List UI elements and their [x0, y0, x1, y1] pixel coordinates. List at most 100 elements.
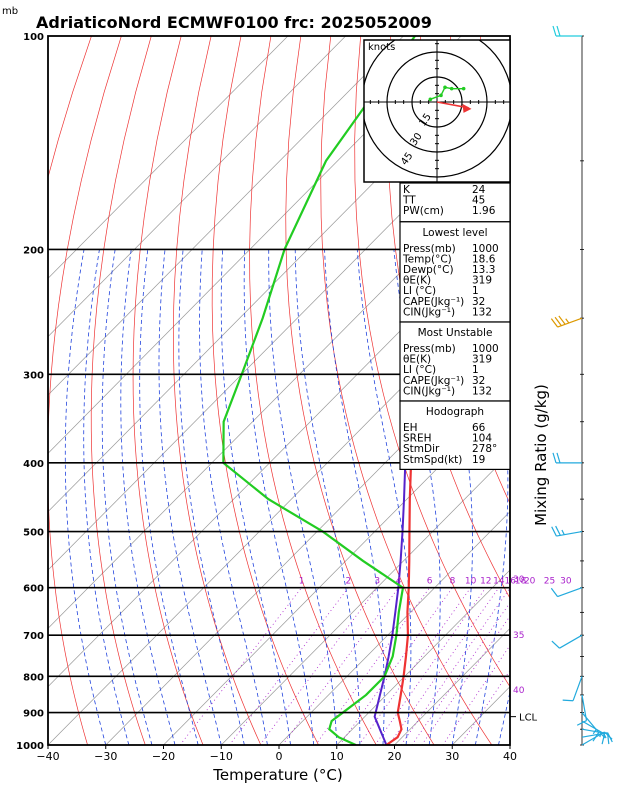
mixing-ratio-label: 16	[505, 577, 517, 587]
index-basic-label: K	[403, 184, 411, 196]
wind-barb-flag	[550, 318, 559, 328]
lowest-level-row-value: 13.3	[472, 264, 495, 276]
moist-adiabat-line	[268, 249, 338, 745]
storm-motion-arrowhead	[462, 103, 472, 113]
lowest-level-row-value: 132	[472, 306, 492, 318]
moist-adiabat-line	[434, 249, 473, 745]
temperature-tick-label: −20	[152, 750, 175, 763]
lowest-level-row-value: 32	[472, 296, 485, 308]
wind-barb-half-flag	[603, 733, 607, 739]
pressure-tick-label: 100	[23, 32, 44, 43]
most-unstable-row-label: Press(mb)	[403, 343, 456, 355]
most-unstable-header: Most Unstable	[418, 327, 493, 339]
isotherm-line	[48, 161, 510, 629]
wind-barb-flag	[562, 699, 574, 702]
wind-barb-staff	[581, 720, 605, 735]
wind-barb-flag	[551, 640, 560, 649]
mixing-ratio-label: 12	[480, 577, 491, 587]
mixing-ratio-label: 18	[515, 577, 527, 587]
moist-adiabat-line	[474, 249, 509, 745]
wind-barb-half-flag	[561, 529, 565, 535]
dry-adiabat-line	[48, 36, 92, 179]
isotherm-line	[509, 744, 510, 745]
hodograph-box-row-value: 66	[472, 422, 486, 434]
hodograph-ring	[386, 51, 488, 153]
indices-box-hodograph-box	[399, 400, 511, 471]
moist-adiabat-line	[120, 249, 176, 745]
most-unstable-row-value: 32	[472, 375, 485, 387]
mixing-ratio-line	[179, 587, 302, 745]
wind-barb-flag	[576, 720, 587, 726]
isotherm-line	[278, 511, 510, 745]
hodograph-ring	[411, 76, 463, 128]
pressure-unit-label: mb	[2, 6, 18, 17]
dry-adiabat-line	[48, 36, 122, 745]
mixing-ratio-label: 1	[299, 577, 305, 587]
mixing-ratio-line	[388, 587, 500, 745]
dry-adiabat-line	[249, 36, 377, 745]
wind-barb-staff	[557, 587, 583, 598]
wind-barb-staff	[581, 731, 605, 746]
index-basic-label: PW(cm)	[403, 205, 444, 217]
most-unstable-row-label: CIN(Jkg⁻¹)	[403, 385, 455, 397]
temperature-tick-label: 20	[388, 750, 402, 763]
index-basic-value: 45	[472, 195, 485, 207]
mixing-ratio-label: 25	[544, 577, 555, 587]
isotherm-line	[163, 394, 510, 745]
moist-adiabat-line	[294, 249, 361, 745]
index-basic-label: TT	[402, 195, 416, 207]
mixing-ratio-line	[229, 587, 349, 745]
hodograph-point	[443, 85, 447, 90]
moist-adiabat-line	[139, 249, 199, 745]
hodograph-box-row-label: StmSpd(kt)	[403, 454, 462, 466]
wind-barb-flag	[556, 25, 561, 37]
wind-barb-staff	[581, 732, 608, 738]
most-unstable-row-value: 1	[472, 364, 479, 376]
pressure-tick-label: 200	[23, 245, 44, 256]
moist-adiabat-line	[498, 689, 510, 745]
lowest-level-row-label: Dewp(°C)	[403, 264, 454, 276]
moist-adiabat-line	[101, 249, 153, 745]
hodograph-point	[439, 93, 443, 98]
wind-barb-half-flag	[600, 733, 606, 739]
lowest-level-row-value: 319	[472, 275, 492, 287]
lowest-level-row-label: θE(K)	[403, 275, 431, 287]
pressure-tick-label: 500	[23, 528, 44, 539]
lowest-level-row-label: Temp(°C)	[402, 253, 452, 265]
wind-barb-flag	[555, 525, 561, 536]
index-basic-value: 24	[472, 184, 486, 196]
lowest-level-row-label: CIN(Jkg⁻¹)	[403, 306, 455, 318]
dry-adiabat-line	[509, 36, 510, 38]
mixing-ratio-label: 8	[450, 577, 456, 587]
mixing-ratio-side-label: 30	[513, 575, 525, 585]
indices-table: K 24 TT 45 PW(cm) 1.96 Lowest level Press(mb) 10…	[399, 182, 511, 471]
wind-barb-flag	[604, 731, 613, 740]
moist-adiabat-line	[178, 249, 245, 745]
temperature-tick-label: 10	[330, 750, 344, 763]
isotherm-line	[336, 569, 510, 745]
dry-adiabat-line	[285, 36, 435, 745]
temperature-tick-label: −30	[94, 750, 117, 763]
mixing-ratio-label: 6	[427, 577, 433, 587]
index-basic-value: 1.96	[472, 205, 496, 217]
hodograph-point	[461, 86, 466, 91]
dry-adiabat-line	[172, 36, 262, 745]
mixing-ratio-label: 3	[374, 577, 380, 587]
isotherm-line	[48, 36, 462, 454]
dry-adiabat-line	[570, 36, 618, 745]
pressure-tick-label: 800	[23, 672, 44, 683]
dry-adiabat-line	[354, 36, 510, 688]
hodograph-box-row-label: StmDir	[403, 443, 440, 455]
lowest-level-row-label: LI (°C)	[403, 285, 436, 297]
lcl-label: LCL	[519, 713, 538, 724]
indices-box-lowest-level	[399, 221, 511, 323]
lowest-level-row-value: 1000	[472, 243, 499, 255]
hodograph-box-row-value: 104	[472, 433, 492, 445]
mixing-ratio-line	[374, 587, 487, 745]
hodograph-ring	[364, 40, 510, 178]
pressure-tick-label: 300	[23, 370, 44, 381]
temperature-tick-label: −40	[36, 750, 59, 763]
hodograph-box-row-value: 19	[472, 454, 485, 466]
